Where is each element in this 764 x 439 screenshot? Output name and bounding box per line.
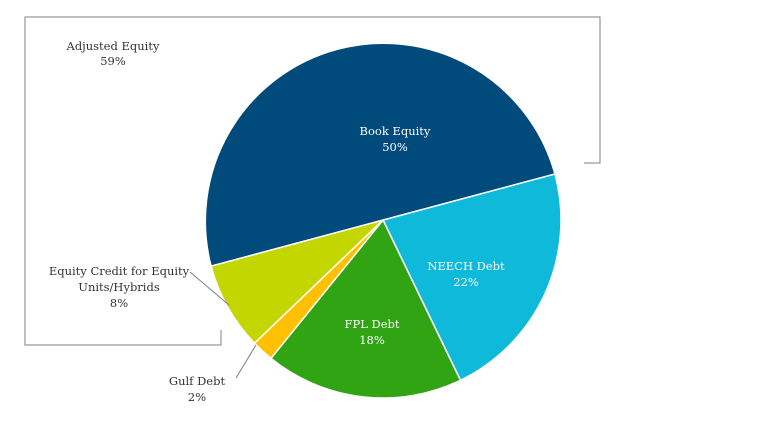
equity-credit-label-line1: Equity Credit for Equity bbox=[49, 264, 190, 278]
pie-slice-book-equity bbox=[204, 42, 556, 267]
gulf-debt-value: 2% bbox=[188, 390, 206, 404]
adjusted-equity-bracket-left bbox=[24, 16, 441, 346]
book-equity-value: 50% bbox=[382, 140, 408, 154]
equity-credit-leader-line bbox=[189, 271, 230, 306]
equity-credit-value: 8% bbox=[110, 296, 128, 310]
neech-debt-value: 22% bbox=[453, 275, 479, 289]
adjusted-equity-value: 59% bbox=[100, 54, 126, 68]
pie-slice-equity-credit-for-equity-units-hybrids bbox=[210, 219, 384, 345]
fpl-debt-label: FPL Debt bbox=[344, 317, 399, 331]
equity-credit-label-line2: Units/Hybrids bbox=[78, 280, 160, 294]
fpl-debt-value: 18% bbox=[359, 333, 385, 347]
book-equity-label: Book Equity bbox=[360, 124, 431, 138]
gulf-debt-label: Gulf Debt bbox=[169, 374, 226, 388]
neech-debt-label: NEECH Debt bbox=[427, 259, 505, 273]
adjusted-equity-bracket bbox=[441, 16, 601, 164]
pie-slice-neech-debt bbox=[381, 173, 562, 382]
adjusted-equity-label: Adjusted Equity bbox=[66, 39, 160, 53]
pie-slice-fpl-debt bbox=[269, 218, 462, 399]
gulf-debt-leader-line bbox=[235, 344, 257, 379]
